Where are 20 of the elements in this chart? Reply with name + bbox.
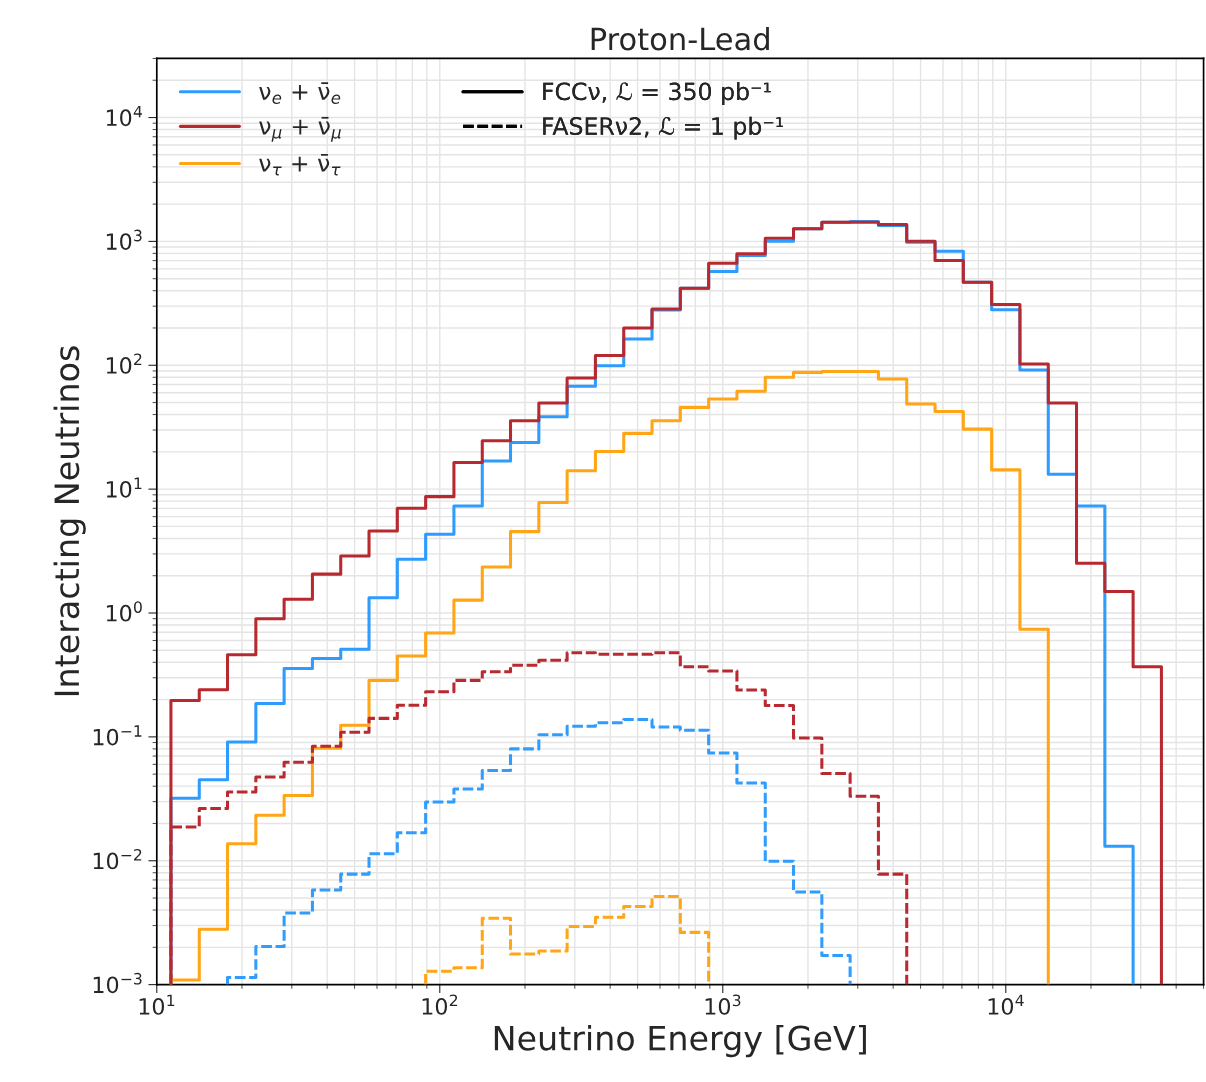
legend-label: ν$_{μ}$ + ν̄$_{μ}$ — [259, 116, 341, 142]
y-tick-label: 10$^{−1}$ — [93, 725, 142, 746]
y-axis-title: Interacting Neutrinos — [53, 346, 86, 696]
y-tick-label: 10$^{−3}$ — [93, 972, 142, 994]
y-tick-label: 10$^{4}$ — [106, 105, 142, 127]
chart-title: Proton-Lead — [591, 26, 769, 51]
x-tick-label: 10$^{2}$ — [422, 994, 458, 1015]
y-tick-label: 10$^{1}$ — [106, 477, 142, 498]
y-tick-label: 10$^{−2}$ — [93, 848, 142, 870]
x-axis-title: Neutrino Energy [GeV] — [494, 1024, 866, 1058]
y-tick-label: 10$^{0}$ — [106, 601, 142, 622]
y-tick-label: 10$^{2}$ — [106, 353, 142, 374]
legend-label: ν$_{τ}$ + ν̄$_{τ}$ — [259, 153, 341, 176]
annotation: FCCν, ℒ = 350 pb⁻¹ — [543, 82, 771, 105]
y-tick-label: 10$^{3}$ — [106, 229, 142, 250]
x-tick-label: 10$^{3}$ — [705, 994, 741, 1015]
x-tick-label: 10$^{1}$ — [139, 994, 175, 1015]
legend-label: ν$_{e}$ + ν̄$_{e}$ — [259, 82, 341, 104]
x-tick-label: 10$^{4}$ — [988, 994, 1024, 1015]
annotation: FASERν2, ℒ = 1 pb⁻¹ — [543, 116, 783, 140]
